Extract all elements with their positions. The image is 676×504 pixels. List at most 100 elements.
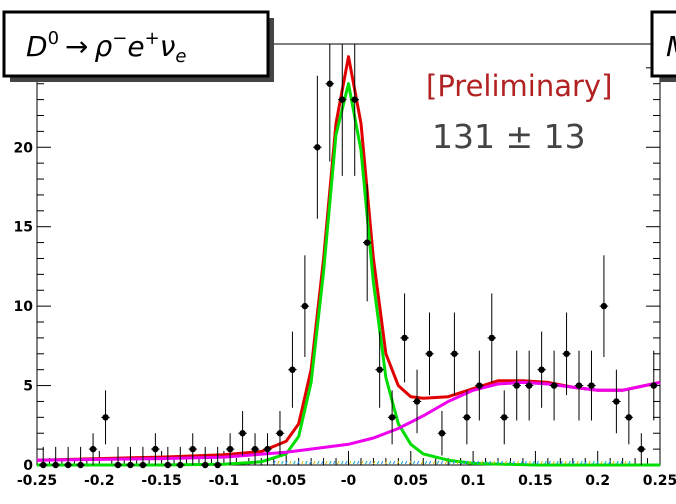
baseline-component-mark: [376, 460, 380, 465]
data-point: [64, 461, 72, 469]
data-point: [463, 414, 471, 421]
data-point: [501, 414, 508, 421]
y-tick-label: 15: [14, 220, 33, 236]
data-point: [177, 461, 184, 469]
chart-title: D0 → ρ−e+νe: [26, 28, 186, 67]
stub-box-text: M: [666, 30, 676, 63]
baseline-component-mark: [444, 460, 448, 465]
baseline-component-mark: [552, 460, 555, 465]
data-point: [588, 382, 595, 389]
baseline-component-mark: [516, 460, 519, 465]
baseline-component-mark: [388, 460, 392, 465]
baseline-component-mark: [616, 460, 619, 465]
title-p3-sub: e: [175, 46, 186, 67]
baseline-component-mark: [592, 460, 595, 465]
title-lhs-sup: 0: [48, 28, 59, 49]
data-point: [114, 461, 122, 469]
data-point: [339, 96, 346, 103]
baseline-component-mark: [464, 460, 468, 465]
data-point: [214, 461, 221, 469]
baseline-component-mark: [305, 460, 308, 465]
data-point: [638, 445, 645, 453]
baseline-component-mark: [416, 460, 420, 465]
baseline-component-mark: [313, 460, 316, 465]
baseline-component-mark: [317, 460, 320, 465]
baseline-component-mark: [544, 460, 547, 465]
data-point: [276, 430, 284, 437]
data-point: [376, 366, 383, 373]
baseline-component-mark: [548, 460, 551, 465]
data-point: [351, 96, 358, 103]
baseline-component-mark: [440, 460, 444, 465]
baseline-component-mark: [297, 460, 300, 465]
data-point: [413, 398, 421, 405]
baseline-component-mark: [528, 460, 531, 465]
baseline-component-mark: [488, 460, 491, 465]
data-point: [401, 334, 408, 342]
preliminary-label: [Preliminary]: [426, 69, 612, 103]
baseline-component-mark: [452, 460, 456, 465]
y-tick-label: 20: [14, 140, 34, 156]
y-tick-label: 10: [14, 299, 34, 315]
baseline-component-mark: [408, 460, 412, 465]
data-point: [89, 445, 97, 453]
baseline-component-mark: [564, 460, 567, 465]
data-point: [239, 430, 246, 437]
baseline-component-mark: [301, 460, 304, 465]
data-point: [202, 461, 209, 469]
y-tick-label: 0: [23, 458, 33, 474]
baseline-component-mark: [337, 460, 340, 465]
baseline-component-mark: [520, 460, 523, 465]
baseline-component-mark: [476, 460, 480, 465]
data-point: [513, 382, 520, 389]
data-point: [77, 461, 84, 469]
stub-box-frame: [650, 10, 676, 78]
baseline-component-mark: [349, 460, 352, 465]
baseline-component-mark: [321, 460, 324, 465]
data-point: [426, 350, 433, 357]
data-point: [613, 398, 620, 405]
baseline-component-mark: [436, 460, 440, 465]
baseline-component-mark: [361, 460, 364, 465]
baseline-component-mark: [341, 460, 344, 465]
baseline-component-mark: [289, 460, 292, 465]
baseline-component-mark: [604, 460, 607, 465]
baseline-component-mark: [580, 460, 583, 465]
data-point: [40, 461, 47, 469]
title-p2: e: [127, 30, 144, 63]
data-point: [550, 382, 558, 389]
baseline-component-mark: [512, 460, 515, 465]
y-tick-label: 5: [23, 379, 33, 395]
data-point: [625, 414, 633, 421]
data-point: [251, 445, 259, 453]
baseline-component-mark: [560, 460, 563, 465]
x-tick-label: 0.15: [518, 473, 553, 489]
baseline-component-mark: [396, 460, 400, 465]
baseline-component-mark: [333, 460, 336, 465]
data-point: [363, 239, 371, 246]
title-lhs: D: [26, 30, 48, 63]
baseline-component-mark: [492, 460, 495, 465]
baseline-component-mark: [277, 460, 280, 465]
data-point: [525, 382, 533, 389]
title-p3: ν: [160, 30, 176, 63]
baseline-component-mark: [364, 460, 368, 465]
baseline-component-mark: [428, 460, 432, 465]
x-tick-label: -0.2: [84, 473, 115, 489]
data-point: [164, 461, 172, 469]
baseline-component-mark: [432, 460, 436, 465]
data-point: [139, 461, 147, 469]
baseline-component-mark: [600, 460, 603, 465]
plot-frame: [36, 43, 661, 466]
title-p1: ρ: [94, 30, 112, 63]
data-point: [52, 461, 59, 469]
data-point: [326, 80, 334, 87]
baseline-component-mark: [412, 460, 416, 465]
baseline-component-mark: [524, 460, 527, 465]
baseline-component-mark: [448, 460, 452, 465]
x-tick-label: 0.2: [585, 473, 610, 489]
baseline-component-mark: [472, 460, 476, 465]
baseline-component-mark: [345, 460, 348, 465]
